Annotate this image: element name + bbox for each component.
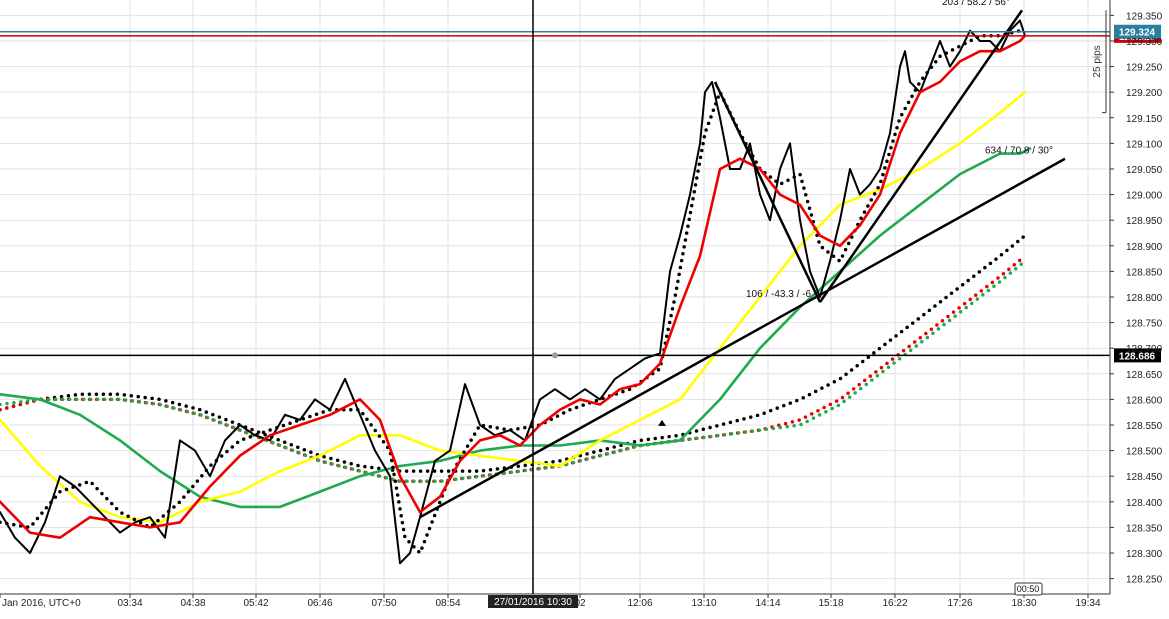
trendline-layer <box>419 9 1066 519</box>
trendline[interactable] <box>713 81 822 303</box>
y-tick-label: 128.300 <box>1126 549 1163 560</box>
y-tick-label: 128.250 <box>1126 575 1163 586</box>
series-ma-green <box>0 147 1032 509</box>
x-tick-label: 13:10 <box>691 598 716 609</box>
crosshair-time-tag <box>488 595 578 608</box>
time-now-label: 00:50 <box>1017 584 1040 594</box>
annotations: 634 / 70.8 / 30° 203 / 58.2 / 56° 106 / -4… <box>658 0 1107 596</box>
price-tag-label: 128.686 <box>1119 351 1156 362</box>
x-tick-label: 18:30 <box>1011 598 1036 609</box>
crosshair-time-label: 27/01/2016 10:30 <box>494 597 572 608</box>
grid <box>0 0 1110 594</box>
trendline[interactable] <box>818 9 1024 303</box>
y-tick-label: 129.200 <box>1126 88 1163 99</box>
y-tick-label: 128.800 <box>1126 293 1163 304</box>
crosshair-dot <box>552 352 558 359</box>
trendline-label: 203 / 58.2 / 56° <box>942 0 1010 8</box>
y-tick-label: 129.050 <box>1126 165 1163 176</box>
y-tick-label: 128.700 <box>1126 344 1163 355</box>
y-tick-label: 128.900 <box>1126 242 1163 253</box>
x-tick-label: 08:54 <box>435 598 460 609</box>
series-ma-fast-dotted <box>0 28 1022 555</box>
y-tick-label: 128.850 <box>1126 267 1163 278</box>
series-price <box>0 19 1026 565</box>
price-tag <box>1114 24 1161 39</box>
y-tick-label: 128.950 <box>1126 216 1163 227</box>
y-tick-label: 129.250 <box>1126 63 1163 74</box>
y-tick-label: 129.100 <box>1126 139 1163 150</box>
series-ma-green-dotted <box>0 259 1027 484</box>
y-tick-label: 128.500 <box>1126 447 1163 458</box>
y-tick-label: 129.000 <box>1126 191 1163 202</box>
price-tag <box>1114 348 1161 363</box>
time-now-box <box>1014 582 1043 596</box>
trendline[interactable] <box>419 157 1066 519</box>
y-tick-label: 128.400 <box>1126 498 1163 509</box>
x-tick-label: Jan 2016, UTC+0 <box>2 598 81 609</box>
x-tick-label: 12:06 <box>627 598 652 609</box>
x-tick-label: 03:34 <box>117 598 142 609</box>
x-tick-label: 14:14 <box>755 598 780 609</box>
series-ma-black-dotted-slow <box>0 233 1027 473</box>
x-tick-label: 19:34 <box>1075 598 1100 609</box>
up-arrow-icon <box>658 419 666 426</box>
y-tick-label: 128.550 <box>1126 421 1163 432</box>
y-tick-label: 129.350 <box>1126 11 1163 22</box>
x-tick-label: 15:18 <box>818 598 843 609</box>
y-tick-label: 128.450 <box>1126 472 1163 483</box>
y-tick-label: 128.650 <box>1126 370 1163 381</box>
pips-ruler-label: 25 pips <box>1092 45 1103 77</box>
price-tag-label: 129.324 <box>1119 28 1156 39</box>
price-axis: 128.250 128.300 128.350 128.400 128.450 128.5… <box>1109 0 1163 594</box>
y-tick-label: 129.150 <box>1126 114 1163 125</box>
x-tick-label: 07:50 <box>371 598 396 609</box>
y-tick-label: 128.350 <box>1126 523 1163 534</box>
x-tick-label: 06:46 <box>307 598 332 609</box>
time-axis: Jan 2016, UTC+0 03:34 04:38 05:42 06:46 07:50… <box>0 593 1110 609</box>
crosshair: 27/01/2016 10:30 <box>488 0 578 608</box>
series-ma-red <box>0 34 1027 540</box>
x-tick-label: 16:22 <box>882 598 907 609</box>
x-tick-label: 02 <box>574 598 586 609</box>
y-tick-label: 128.750 <box>1126 319 1163 330</box>
y-tick-label: 128.600 <box>1126 395 1163 406</box>
x-tick-label: 05:42 <box>243 598 268 609</box>
x-tick-label: 17:26 <box>947 598 972 609</box>
y-tick-label: 129.300 <box>1126 37 1163 48</box>
x-tick-label: 04:38 <box>180 598 205 609</box>
trendline-label: 634 / 70.8 / 30° <box>985 146 1053 157</box>
trendline-label: 106 / -43.3 / -6 <box>746 289 811 300</box>
